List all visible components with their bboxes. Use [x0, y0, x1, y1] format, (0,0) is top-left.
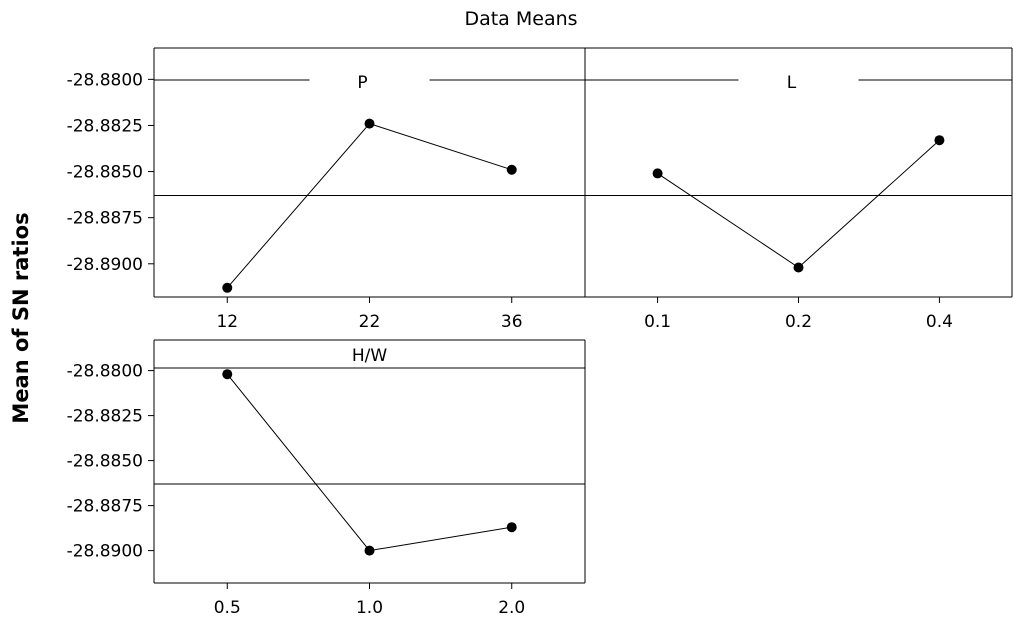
- data-point: [793, 262, 804, 273]
- x-tick-label: 2.0: [498, 598, 525, 618]
- data-point: [506, 164, 517, 175]
- data-point: [222, 369, 233, 380]
- y-axis-label: Mean of SN ratios: [9, 212, 33, 423]
- x-tick-label: 36: [501, 312, 523, 332]
- y-tick-label: -28.8850: [67, 452, 143, 472]
- x-tick-label: 22: [359, 312, 381, 332]
- data-point: [364, 118, 375, 129]
- y-tick-label: -28.8800: [67, 362, 143, 382]
- y-tick-label: -28.8825: [67, 407, 143, 427]
- y-tick-label: -28.8875: [67, 209, 143, 229]
- y-tick-label: -28.8900: [67, 255, 143, 275]
- y-tick-label: -28.8900: [67, 542, 143, 562]
- x-tick-label: 0.5: [214, 598, 241, 618]
- x-tick-label: 1.0: [356, 598, 383, 618]
- data-point: [506, 522, 517, 533]
- panel-title-p: P: [357, 73, 367, 93]
- x-tick-label: 0.2: [785, 312, 812, 332]
- x-tick-label: 0.4: [926, 312, 953, 332]
- y-tick-label: -28.8850: [67, 163, 143, 183]
- series-line-l: [657, 139, 940, 269]
- data-point: [652, 168, 663, 179]
- y-tick-label: -28.8800: [67, 70, 143, 90]
- y-tick-label: -28.8825: [67, 116, 143, 136]
- x-tick-label: 12: [216, 312, 238, 332]
- data-point: [364, 545, 375, 556]
- x-tick-label: 0.1: [644, 312, 671, 332]
- panel-title-hw: H/W: [352, 346, 388, 366]
- y-tick-label: -28.8875: [67, 497, 143, 517]
- chart-title: Data Means: [464, 8, 577, 30]
- panel-title-l: L: [787, 73, 797, 93]
- series-line-p: [226, 123, 512, 289]
- data-point: [934, 135, 945, 146]
- series-line-hw: [226, 373, 512, 552]
- data-point: [222, 282, 233, 293]
